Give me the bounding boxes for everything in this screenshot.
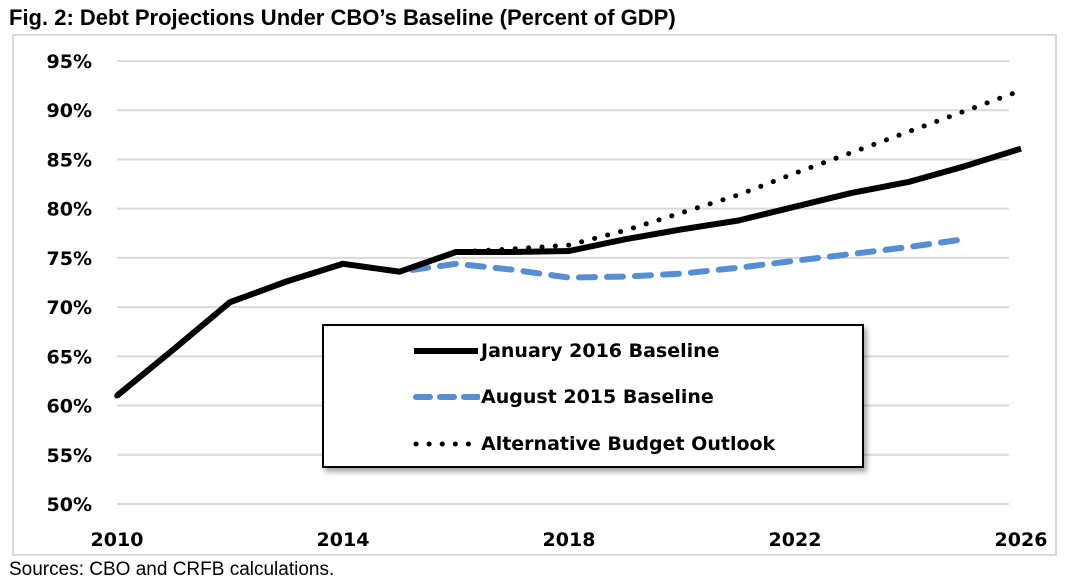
y-axis-ticks: 50% 55% 60% 65% 70% 75% 80% 85% 90% 95% xyxy=(47,51,92,516)
x-tick-label: 2014 xyxy=(317,529,370,551)
y-tick-label: 70% xyxy=(47,297,92,319)
legend-item-alternative: Alternative Budget Outlook xyxy=(324,429,775,459)
y-tick-label: 55% xyxy=(47,445,92,467)
y-tick-label: 90% xyxy=(47,100,92,122)
legend-swatch-solid xyxy=(414,348,478,354)
y-tick-label: 80% xyxy=(47,199,92,221)
legend-label: Alternative Budget Outlook xyxy=(481,433,776,455)
y-tick-label: 65% xyxy=(47,346,92,368)
source-note: Sources: CBO and CRFB calculations. xyxy=(9,559,335,580)
x-tick-label: 2022 xyxy=(769,529,822,551)
legend-swatch-dotted xyxy=(413,441,480,447)
y-tick-label: 85% xyxy=(47,149,92,171)
chart-frame xyxy=(12,34,1057,556)
legend-item-january-2016: January 2016 Baseline xyxy=(324,336,720,366)
x-tick-label: 2010 xyxy=(91,529,144,551)
series-line-alternative-budget-outlook xyxy=(114,88,1024,399)
x-axis-ticks: 2010 2014 2018 2022 2026 xyxy=(91,529,1048,551)
x-tick-label: 2018 xyxy=(543,529,596,551)
legend-label: August 2015 Baseline xyxy=(481,386,714,408)
series-lines xyxy=(114,88,1024,399)
x-tick-label: 2026 xyxy=(995,529,1048,551)
legend-swatch-dashed xyxy=(413,394,480,400)
y-tick-label: 60% xyxy=(47,396,92,418)
y-tick-label: 95% xyxy=(47,51,92,73)
legend-label: January 2016 Baseline xyxy=(481,340,720,362)
legend: January 2016 Baseline August 2015 Baseli… xyxy=(322,324,864,468)
y-tick-label: 75% xyxy=(47,248,92,270)
chart-title: Fig. 2: Debt Projections Under CBO’s Bas… xyxy=(9,5,676,30)
y-tick-label: 50% xyxy=(47,494,92,516)
legend-item-august-2015: August 2015 Baseline xyxy=(324,382,714,412)
